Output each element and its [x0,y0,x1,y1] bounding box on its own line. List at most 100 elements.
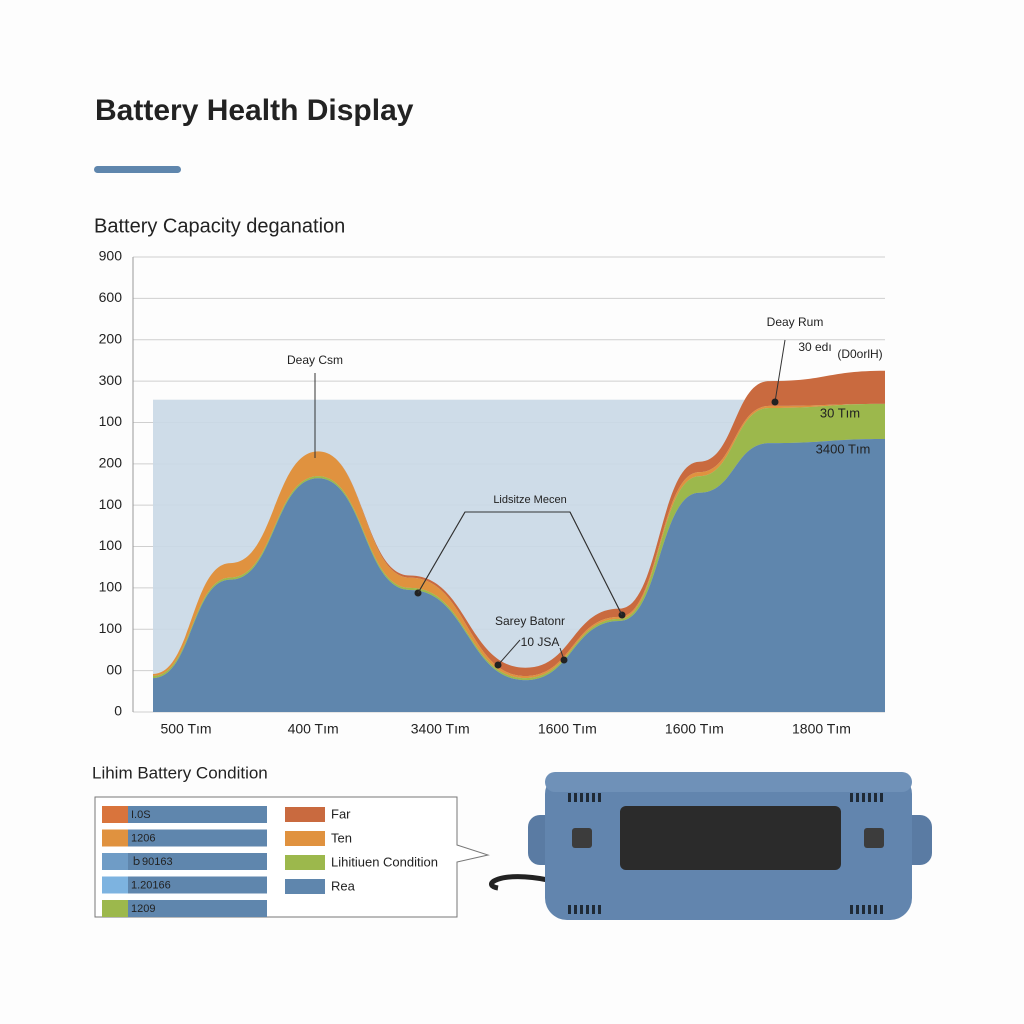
vent [874,905,877,914]
vent [862,793,865,802]
condition-swatch [102,900,128,917]
condition-bar [102,829,267,847]
annotation: Deay Rum [767,315,824,329]
condition-swatch [102,829,128,847]
vent [874,793,877,802]
area [153,403,885,679]
y-tick-label: 200 [99,330,123,346]
annotation: Sarey Batonr [495,614,565,628]
vent [868,793,871,802]
y-tick-label: 100 [99,579,123,595]
legend-label: Ten [331,830,352,845]
vent [880,905,883,914]
vent [868,905,871,914]
condition-bar [102,853,267,870]
vent [580,793,583,802]
x-tick-label: 3400 Tım [411,721,470,737]
legend-label: Rea [331,878,356,893]
area [153,439,885,712]
legend-swatch [285,807,325,822]
area [153,403,885,681]
annotation: 30 edı [798,340,831,354]
y-tick-label: 600 [99,289,123,305]
condition-bar [102,876,267,894]
condition-label: 1209 [131,903,155,915]
marker-dot [560,656,568,664]
marker-dot [771,398,779,406]
marker-dot [494,661,502,669]
device-top [545,772,912,792]
vent [850,905,853,914]
legend-label: Far [331,806,351,821]
condition-swatch [102,806,128,823]
leader-line [417,511,623,616]
condition-label: 1206 [131,832,155,844]
annotation: 30 Tım [820,405,860,420]
condition-swatch [102,876,128,894]
area [153,370,885,677]
x-tick-label: 1800 Tım [792,721,851,737]
x-tick-label: 1600 Tım [665,721,724,737]
y-tick-label: 200 [99,455,123,471]
vent [880,793,883,802]
y-tick-label: 100 [99,413,123,429]
x-tick-label: 500 Tım [160,721,211,737]
device-vents [568,793,883,914]
y-tick-label: 100 [99,496,123,512]
page-title: Battery Health Display [95,94,414,127]
vent [592,905,595,914]
condition-swatch [102,853,128,870]
annotation: 3400 Tım [816,441,871,456]
annotation: (D0orlH) [837,347,882,361]
vent [580,905,583,914]
y-tick-label: 0 [114,703,122,719]
vent [592,793,595,802]
condition-label: I.0S [131,809,151,821]
legend-swatch [285,855,325,870]
vent [856,905,859,914]
y-tick-label: 100 [99,537,123,553]
vent [574,905,577,914]
vent [568,793,571,802]
panel-title: Lihim Battery Condition [92,763,268,782]
vent [598,905,601,914]
battery-device [489,772,932,920]
cable [489,874,549,891]
vent [856,793,859,802]
accent-bar [94,166,181,173]
device-port [864,828,884,848]
vent [586,793,589,802]
annotation: Deay Csm [287,353,343,367]
condition-bar [102,900,267,917]
condition-label: 1.20166 [131,879,171,891]
vent [568,905,571,914]
annotation: Lidsitze Mecen [493,494,566,506]
device-port [572,828,592,848]
annotation: 10 JSA [521,635,560,649]
vent [850,793,853,802]
legend-label: Lihitiuen Condition [331,854,438,869]
y-tick-label: 900 [99,248,123,264]
vent [586,905,589,914]
x-tick-label: 400 Tım [288,721,339,737]
legend-swatch [285,879,325,894]
device-screen [620,806,841,870]
leader-line [497,639,521,666]
legend-swatch [285,831,325,846]
legend: Far Ten Lihitiuen Condition Rea [285,806,438,894]
vent [598,793,601,802]
leader-line [774,339,786,403]
x-tick-label: 1600 Tım [538,721,597,737]
chart-title: Battery Capacity deganation [94,215,345,237]
y-tick-label: 300 [99,372,123,388]
vent [574,793,577,802]
vent [862,905,865,914]
condition-label: ｂ90163 [131,856,173,868]
condition-bars: I.0S 1206 ｂ90163 1.20166 1209 [102,806,267,917]
y-tick-label: 00 [106,661,122,677]
y-tick-label: 100 [99,620,123,636]
condition-bar [102,806,267,823]
